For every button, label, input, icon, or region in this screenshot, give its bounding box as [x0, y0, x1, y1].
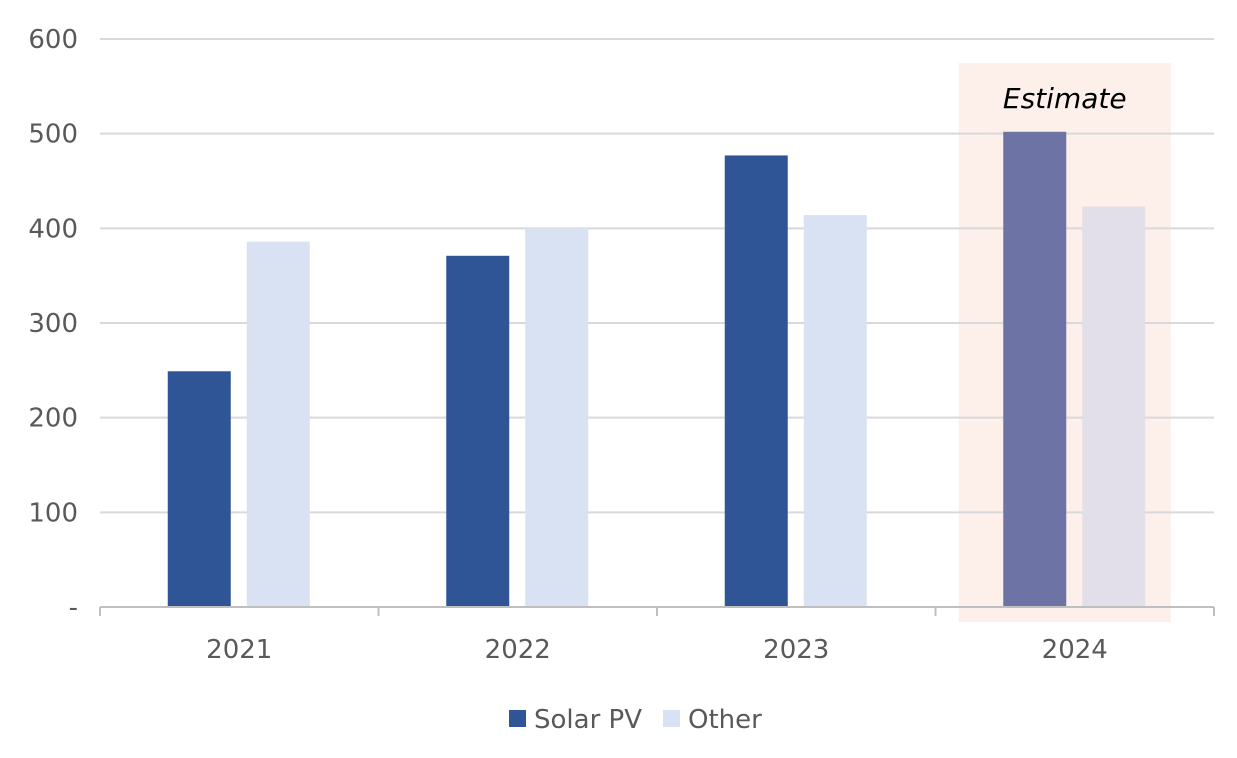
- y-tick-label: 600: [28, 25, 78, 55]
- x-tick-label-2022: 2022: [485, 635, 551, 665]
- bar-other-2024: [1082, 206, 1146, 607]
- y-axis-tick-labels: - 100 200 300 400 500 600: [28, 25, 78, 623]
- bar-solar-pv-2024: [1003, 131, 1067, 608]
- bar-other-2021: [246, 241, 310, 607]
- y-tick-label: 500: [28, 120, 78, 150]
- bars: [167, 131, 1146, 608]
- bar-other-2022: [525, 228, 589, 608]
- y-tick-label: -: [69, 593, 78, 623]
- y-tick-label: 100: [28, 498, 78, 528]
- estimate-annotation: Estimate: [1003, 82, 1127, 115]
- bar-solar-pv-2023: [724, 155, 788, 607]
- x-tick-label-2023: 2023: [763, 635, 829, 665]
- y-tick-label: 400: [28, 214, 78, 244]
- x-tick-label-2024: 2024: [1042, 635, 1108, 665]
- bar-solar-pv-2021: [167, 371, 231, 607]
- y-tick-label: 200: [28, 404, 78, 434]
- legend-swatch-other: [663, 710, 680, 727]
- legend-label-other: Other: [688, 705, 762, 735]
- x-axis-tick-labels: 2021 2022 2023 2024: [206, 635, 1108, 665]
- legend-label-solar-pv: Solar PV: [534, 705, 642, 735]
- y-tick-label: 300: [28, 309, 78, 339]
- bar-other-2023: [803, 215, 867, 607]
- legend-swatch-solar-pv: [509, 710, 526, 727]
- x-tick-label-2021: 2021: [206, 635, 272, 665]
- x-axis: [99, 606, 1215, 616]
- bar-solar-pv-2022: [446, 255, 510, 607]
- legend: Solar PV Other: [509, 705, 762, 735]
